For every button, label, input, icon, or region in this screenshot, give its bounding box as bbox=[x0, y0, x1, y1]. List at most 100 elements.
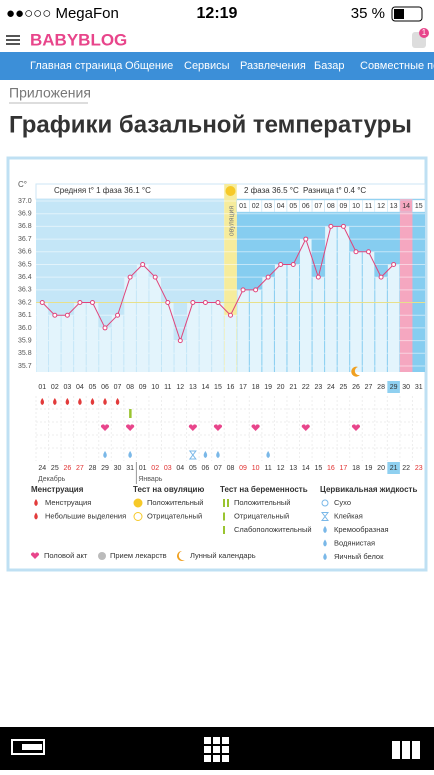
phase2-day: 14 bbox=[402, 203, 410, 210]
heart bbox=[251, 424, 260, 431]
x-tick-label: 25 bbox=[340, 384, 348, 391]
temperature-point bbox=[202, 300, 208, 306]
temperature-point bbox=[290, 261, 296, 267]
x-tick-label: 03 bbox=[63, 384, 71, 391]
x-tick-label: 09 bbox=[139, 384, 147, 391]
legend-title: Тест на овуляцию bbox=[133, 485, 204, 494]
y-tick-label: 37.0 bbox=[18, 198, 32, 205]
phase2-day: 08 bbox=[327, 203, 335, 210]
x-tick-label: 22 bbox=[302, 384, 310, 391]
date-label: 12 bbox=[277, 465, 285, 472]
temp-column bbox=[337, 226, 350, 372]
x-tick-label: 20 bbox=[277, 384, 285, 391]
legend-icon bbox=[323, 553, 327, 560]
legend-icon bbox=[176, 551, 185, 562]
nav-item[interactable]: Главная страница bbox=[30, 60, 123, 72]
temp-column bbox=[136, 264, 149, 372]
phase2-day: 03 bbox=[264, 203, 272, 210]
nav-item[interactable]: Совместные поку bbox=[360, 60, 434, 72]
y-tick-label: 35.8 bbox=[18, 350, 32, 357]
temperature-point bbox=[115, 312, 121, 318]
battery-text: 35 % bbox=[351, 5, 385, 22]
month-label: Декабрь bbox=[38, 475, 66, 483]
today-highlight bbox=[387, 381, 400, 393]
temperature-point bbox=[165, 300, 171, 306]
battery-level bbox=[394, 9, 404, 19]
today-date-highlight bbox=[387, 462, 400, 474]
temp-column bbox=[187, 302, 199, 372]
temperature-point bbox=[391, 261, 397, 267]
phase2-day: 04 bbox=[277, 203, 285, 210]
phase2-day: 05 bbox=[289, 203, 297, 210]
y-tick-label: 36.7 bbox=[18, 236, 32, 243]
heart bbox=[213, 424, 223, 431]
x-tick-label: 08 bbox=[126, 384, 134, 391]
legend-item: Небольшие выделения bbox=[45, 511, 126, 520]
cervical-drop bbox=[216, 451, 220, 458]
temp-column bbox=[212, 302, 224, 372]
phase2-day: 15 bbox=[415, 203, 423, 210]
legend-icon bbox=[321, 499, 329, 507]
date-label: 08 bbox=[227, 465, 235, 472]
x-tick-label: 24 bbox=[327, 384, 335, 391]
temperature-point bbox=[177, 338, 183, 344]
x-tick-label: 27 bbox=[365, 384, 373, 391]
phase2-day: 11 bbox=[365, 203, 372, 210]
legend-item: Отрицательный bbox=[234, 511, 289, 520]
nav-item[interactable]: Сервисы bbox=[184, 60, 230, 72]
legend-item: Кремообразная bbox=[334, 525, 389, 534]
badge-count: 1 bbox=[422, 28, 427, 37]
logo[interactable]: BABYBLOG bbox=[30, 30, 127, 49]
date-label: 30 bbox=[114, 465, 122, 472]
date-label: 01 bbox=[139, 465, 147, 472]
legend-item: Положительный bbox=[147, 498, 203, 507]
temp-column bbox=[350, 251, 362, 372]
date-label: 20 bbox=[377, 465, 385, 472]
date-label: 25 bbox=[51, 465, 59, 472]
date-label: 07 bbox=[214, 465, 222, 472]
temp-column bbox=[287, 264, 300, 372]
breadcrumb[interactable]: Приложения bbox=[9, 85, 91, 101]
temperature-point bbox=[240, 287, 246, 293]
temperature-point bbox=[52, 312, 58, 318]
date-label: 23 bbox=[415, 465, 423, 472]
temp-column bbox=[274, 264, 287, 372]
x-tick-label: 11 bbox=[164, 384, 171, 391]
nav-item[interactable]: Развлечения bbox=[240, 60, 306, 72]
menstruation-drop bbox=[65, 398, 70, 405]
x-tick-label: 26 bbox=[352, 384, 360, 391]
x-tick-label: 10 bbox=[151, 384, 159, 391]
legend-icon bbox=[323, 526, 327, 533]
phase2-day: 07 bbox=[314, 203, 322, 210]
toolbar-grid[interactable] bbox=[204, 737, 229, 762]
temperature-point bbox=[265, 274, 271, 280]
temp-column bbox=[300, 239, 312, 372]
menu-button[interactable] bbox=[6, 35, 20, 45]
menstruation-drop bbox=[90, 398, 95, 405]
phase2-header-cell bbox=[412, 199, 426, 213]
temperature-point bbox=[340, 223, 346, 229]
date-label: 29 bbox=[101, 465, 109, 472]
temperature-point bbox=[77, 300, 83, 306]
temp-column bbox=[237, 289, 249, 372]
toolbar-right[interactable] bbox=[392, 741, 420, 759]
cervical-sticky bbox=[188, 450, 197, 460]
toolbar-left[interactable] bbox=[11, 739, 45, 755]
nav-item[interactable]: Базар bbox=[314, 60, 345, 72]
temperature-point bbox=[127, 274, 133, 280]
cervical-drop bbox=[128, 451, 132, 458]
temperature-point bbox=[64, 312, 70, 318]
temp-column bbox=[249, 289, 262, 372]
ovulation-icon bbox=[225, 186, 236, 196]
info-diff: Разница t° 0.4 °C bbox=[303, 186, 366, 195]
menstruation-drop bbox=[78, 398, 82, 405]
x-tick-label: 23 bbox=[314, 384, 322, 391]
temp-column bbox=[111, 315, 124, 372]
y-tick-label: 36.8 bbox=[18, 223, 32, 230]
nav-item[interactable]: Общение bbox=[125, 60, 173, 72]
x-tick-label: 21 bbox=[289, 384, 297, 391]
legend-item: Клейкая bbox=[334, 511, 363, 520]
phase2-day: 13 bbox=[390, 203, 398, 210]
menstruation-drop bbox=[53, 398, 57, 405]
